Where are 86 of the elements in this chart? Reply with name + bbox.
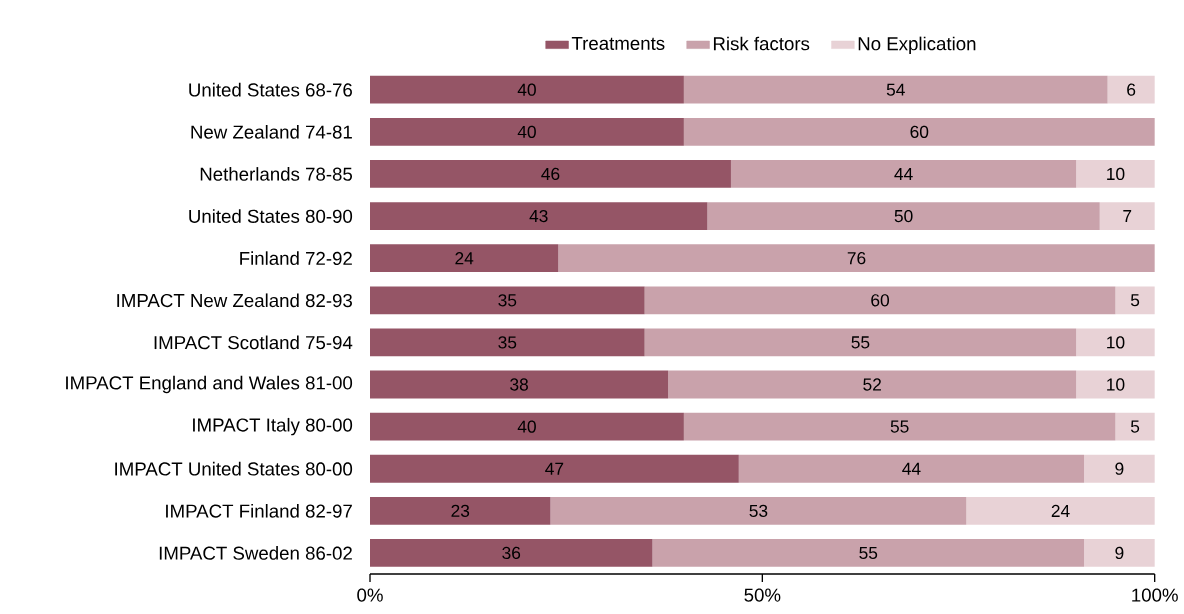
data-label: 60 bbox=[910, 125, 929, 138]
data-label: 44 bbox=[894, 167, 913, 180]
bar bbox=[370, 160, 731, 188]
bar bbox=[370, 539, 653, 567]
y-tick-label: Finland 72-92 bbox=[240, 251, 352, 266]
bar bbox=[1076, 160, 1155, 188]
bar bbox=[644, 328, 1077, 357]
x-tick-label: 50% bbox=[744, 588, 781, 602]
x-tick-label: 100% bbox=[1132, 588, 1178, 602]
bar bbox=[668, 370, 1077, 399]
data-label: 47 bbox=[545, 462, 564, 475]
data-label: 50 bbox=[894, 209, 913, 223]
y-tick-label: United States 68-76 bbox=[189, 82, 352, 97]
data-label: 35 bbox=[498, 294, 517, 307]
data-label: 43 bbox=[529, 209, 548, 223]
bar bbox=[683, 412, 1116, 441]
bar bbox=[966, 496, 1155, 525]
data-label: 55 bbox=[859, 546, 878, 559]
data-label: 6 bbox=[1127, 83, 1136, 96]
data-label: 5 bbox=[1130, 420, 1140, 433]
y-tick-label: IMPACT New Zealand 82-93 bbox=[117, 293, 352, 308]
y-tick-label: IMPACT Finland 82-97 bbox=[166, 503, 352, 518]
data-label: 9 bbox=[1115, 546, 1124, 560]
y-tick-label: Netherlands 78-85 bbox=[200, 167, 353, 181]
y-tick-label: IMPACT Sweden 86-02 bbox=[159, 546, 352, 560]
data-label: 40 bbox=[517, 83, 536, 96]
data-label: 60 bbox=[871, 294, 890, 307]
bar bbox=[683, 75, 1108, 104]
bar bbox=[707, 202, 1100, 230]
data-label: 24 bbox=[455, 252, 474, 265]
bar bbox=[370, 328, 645, 357]
bar bbox=[1084, 539, 1155, 567]
bar bbox=[1076, 370, 1155, 399]
data-label: 52 bbox=[863, 378, 881, 391]
data-label: 54 bbox=[886, 83, 905, 96]
data-label: 38 bbox=[510, 378, 528, 391]
y-tick-label: IMPACT Italy 80-00 bbox=[193, 417, 353, 436]
bar bbox=[683, 117, 1155, 146]
y-tick-label: United States 80-90 bbox=[189, 209, 353, 223]
bar bbox=[370, 286, 645, 315]
bar bbox=[1115, 286, 1155, 315]
data-label: 10 bbox=[1107, 167, 1125, 181]
data-label: 36 bbox=[502, 546, 521, 560]
data-label: 10 bbox=[1107, 336, 1125, 349]
bar bbox=[652, 539, 1085, 567]
data-label: 76 bbox=[847, 252, 866, 265]
bar bbox=[370, 454, 739, 483]
bar bbox=[1099, 202, 1155, 230]
data-label: 55 bbox=[851, 336, 870, 349]
bar bbox=[730, 160, 1077, 188]
data-label: 35 bbox=[498, 336, 517, 349]
y-tick-label: IMPACT United States 80-00 bbox=[115, 461, 353, 476]
bar bbox=[738, 454, 1085, 483]
y-tick-label: IMPACT Scotland 75-94 bbox=[154, 335, 353, 350]
data-label: 9 bbox=[1115, 462, 1124, 475]
data-label: 46 bbox=[541, 167, 560, 181]
data-label: 44 bbox=[902, 462, 921, 475]
bar bbox=[1107, 75, 1155, 104]
bar bbox=[370, 412, 684, 441]
data-label: 55 bbox=[890, 420, 909, 433]
bar bbox=[370, 496, 551, 525]
y-tick-label: New Zealand 74-81 bbox=[191, 124, 352, 139]
data-label: 40 bbox=[517, 125, 536, 138]
bar bbox=[370, 117, 684, 146]
data-label: 10 bbox=[1107, 378, 1125, 391]
data-label: 7 bbox=[1123, 210, 1132, 223]
bar bbox=[558, 244, 1155, 273]
x-tick-label: 0% bbox=[357, 588, 383, 602]
data-label: 23 bbox=[451, 504, 470, 517]
legend-label: No Explication bbox=[858, 36, 976, 55]
bar bbox=[644, 286, 1116, 315]
legend-label: Treatments bbox=[571, 36, 665, 50]
bar bbox=[370, 202, 708, 230]
data-label: 5 bbox=[1130, 294, 1140, 307]
data-label: 24 bbox=[1051, 504, 1070, 517]
bar bbox=[370, 370, 669, 399]
bar bbox=[1084, 454, 1155, 483]
bar bbox=[1115, 412, 1155, 441]
y-tick-label: IMPACT England and Wales 81-00 bbox=[66, 375, 353, 394]
data-label: 53 bbox=[749, 504, 768, 517]
bar bbox=[370, 75, 684, 104]
bar bbox=[370, 244, 559, 273]
data-label: 40 bbox=[517, 420, 536, 433]
bar bbox=[1076, 328, 1155, 357]
bar bbox=[550, 496, 967, 525]
legend-label: Risk factors bbox=[713, 36, 810, 51]
